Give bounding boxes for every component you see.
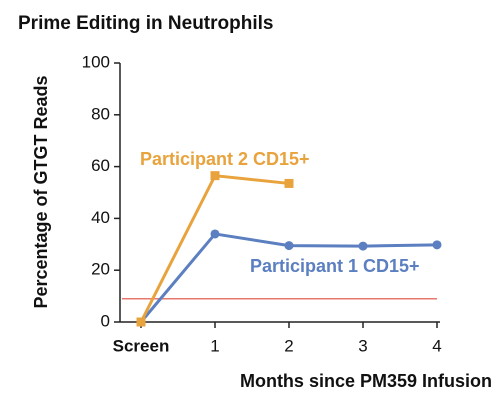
series-label: Participant 1 CD15+ xyxy=(250,256,420,276)
y-tick-label: 0 xyxy=(101,311,110,330)
x-tick-label: Screen xyxy=(113,336,170,355)
x-tick-label: 3 xyxy=(358,336,367,355)
y-tick-label: 40 xyxy=(91,208,110,227)
x-tick-label: 2 xyxy=(284,336,293,355)
x-tick-label: 1 xyxy=(210,336,219,355)
x-tick-label: 4 xyxy=(432,336,441,355)
x-axis-label: Months since PM359 Infusion xyxy=(240,371,492,391)
series-line xyxy=(139,174,290,323)
series-label: Participant 2 CD15+ xyxy=(140,149,310,169)
y-tick-label: 100 xyxy=(82,52,110,71)
marker xyxy=(210,229,220,239)
y-tick-label: 60 xyxy=(91,156,110,175)
marker xyxy=(284,241,294,251)
y-axis-label: Percentage of GTGT Reads xyxy=(31,75,51,308)
marker xyxy=(210,171,220,181)
marker xyxy=(136,317,146,327)
y-tick-label: 20 xyxy=(91,260,110,279)
marker xyxy=(284,178,294,188)
marker xyxy=(358,241,368,251)
chart-title: Prime Editing in Neutrophils xyxy=(18,13,273,34)
marker xyxy=(432,240,442,250)
y-tick-label: 80 xyxy=(91,104,110,123)
